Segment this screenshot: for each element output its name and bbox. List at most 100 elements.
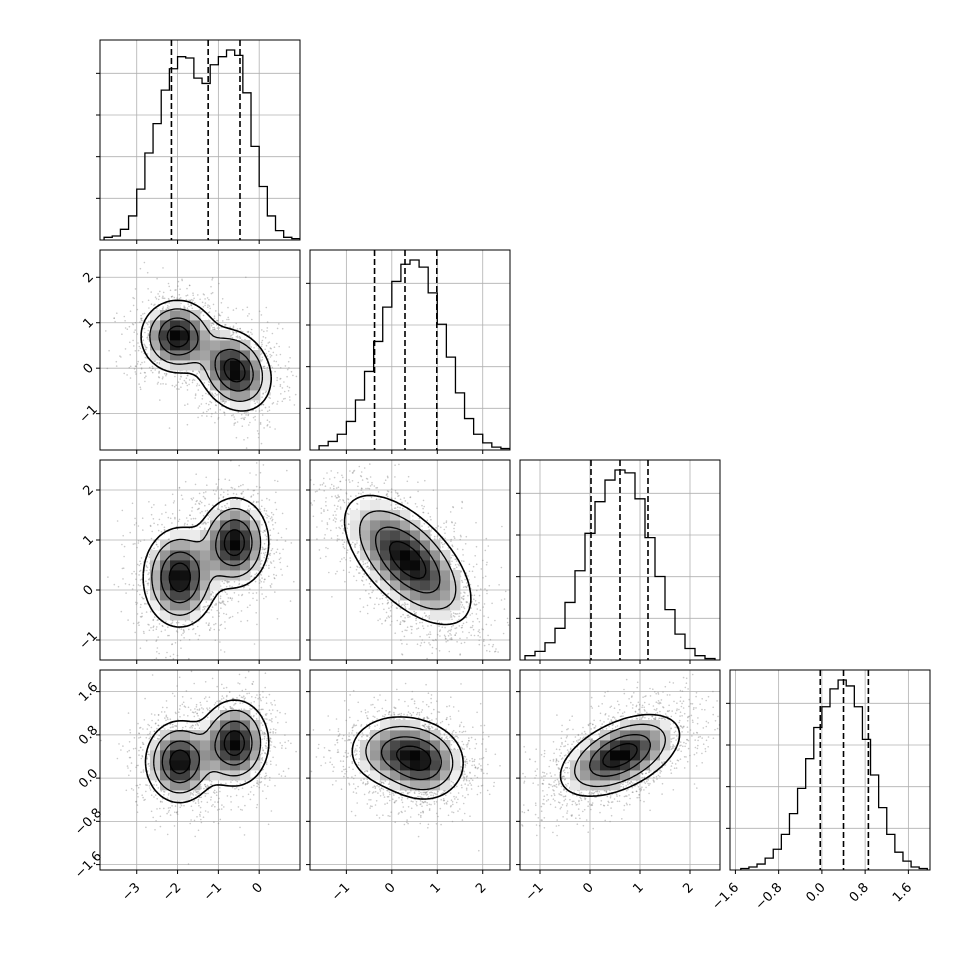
scatter-point xyxy=(266,366,269,369)
density-cell xyxy=(210,330,221,341)
scatter-point xyxy=(230,486,233,489)
scatter-point xyxy=(247,508,249,511)
scatter-point xyxy=(165,374,167,377)
scatter-point xyxy=(212,591,214,594)
density-cell xyxy=(240,530,251,541)
scatter-point xyxy=(220,607,222,609)
scatter-point xyxy=(333,439,335,441)
scatter-point xyxy=(225,400,227,403)
scatter-point xyxy=(201,301,204,304)
scatter-point xyxy=(133,570,135,573)
scatter-point xyxy=(273,346,276,349)
density-layer xyxy=(310,439,510,660)
scatter-point xyxy=(271,403,274,405)
scatter-point xyxy=(225,613,228,616)
scatter-point xyxy=(221,298,224,300)
scatter-point xyxy=(264,547,267,550)
scatter-point xyxy=(263,548,266,551)
scatter-point xyxy=(180,647,182,649)
scatter-point xyxy=(226,581,228,583)
scatter-point xyxy=(265,535,268,538)
scatter-point xyxy=(276,480,279,483)
scatter-point xyxy=(198,507,200,510)
scatter-point xyxy=(192,497,195,499)
scatter-point xyxy=(145,565,148,568)
scatter-point xyxy=(116,520,119,522)
density-panel-0-1 xyxy=(96,249,301,455)
scatter-point xyxy=(271,548,274,550)
scatter-point xyxy=(277,400,279,403)
scatter-point xyxy=(275,354,278,356)
histogram-bar xyxy=(276,231,284,240)
scatter-point xyxy=(263,597,265,600)
scatter-point xyxy=(209,391,211,393)
scatter-point xyxy=(132,622,135,625)
density-layer xyxy=(105,261,300,455)
scatter-point xyxy=(180,376,182,378)
scatter-point xyxy=(202,453,204,455)
histogram-bar xyxy=(830,689,838,870)
scatter-point xyxy=(188,657,190,660)
scatter-point xyxy=(134,517,136,520)
scatter-point xyxy=(263,367,266,370)
scatter-point xyxy=(181,278,183,281)
scatter-point xyxy=(265,595,267,598)
scatter-point xyxy=(179,297,182,299)
histogram-bar xyxy=(455,393,464,450)
scatter-point xyxy=(182,623,184,626)
scatter-point xyxy=(154,303,156,306)
scatter-point xyxy=(140,319,142,321)
scatter-point xyxy=(278,558,281,561)
contour-level-1 xyxy=(142,497,270,628)
scatter-point xyxy=(156,383,159,385)
scatter-point xyxy=(220,494,222,496)
scatter-point xyxy=(165,383,167,385)
density-cell xyxy=(180,330,191,341)
scatter-point xyxy=(160,531,163,533)
density-cell xyxy=(260,370,271,381)
scatter-point xyxy=(165,373,168,375)
scatter-point xyxy=(239,327,241,330)
scatter-point xyxy=(162,306,164,308)
scatter-point xyxy=(152,618,155,621)
scatter-point xyxy=(269,584,272,587)
scatter-point xyxy=(362,606,365,608)
scatter-point xyxy=(267,521,270,523)
scatter-point xyxy=(157,619,159,621)
scatter-point xyxy=(262,403,265,406)
histogram-bar xyxy=(903,861,911,870)
scatter-point xyxy=(185,381,187,384)
scatter-point xyxy=(218,508,221,511)
density-cell xyxy=(160,570,171,581)
scatter-point xyxy=(270,586,272,588)
scatter-point xyxy=(268,575,270,578)
scatter-point xyxy=(394,464,396,467)
scatter-point xyxy=(237,411,240,414)
scatter-point xyxy=(191,527,193,530)
scatter-point xyxy=(224,621,226,623)
scatter-point xyxy=(198,502,200,505)
scatter-point xyxy=(279,353,282,356)
scatter-point xyxy=(217,319,219,322)
panel-frame xyxy=(519,459,721,661)
scatter-point xyxy=(349,470,351,472)
scatter-point xyxy=(137,584,140,586)
scatter-point xyxy=(173,680,175,682)
scatter-point xyxy=(261,329,263,331)
scatter-point xyxy=(154,296,157,299)
scatter-point xyxy=(157,529,160,532)
scatter-point xyxy=(209,629,211,632)
density-cell xyxy=(180,360,191,371)
scatter-point xyxy=(148,624,150,626)
scatter-point xyxy=(223,412,226,414)
scatter-point xyxy=(139,579,142,581)
scatter-point xyxy=(143,632,145,635)
scatter-point xyxy=(207,514,210,517)
scatter-point xyxy=(274,428,276,430)
scatter-point xyxy=(273,573,275,576)
scatter-point xyxy=(483,615,485,617)
scatter-point xyxy=(259,579,261,581)
scatter-point xyxy=(203,294,205,296)
density-cell xyxy=(240,550,251,561)
scatter-point xyxy=(194,517,197,520)
